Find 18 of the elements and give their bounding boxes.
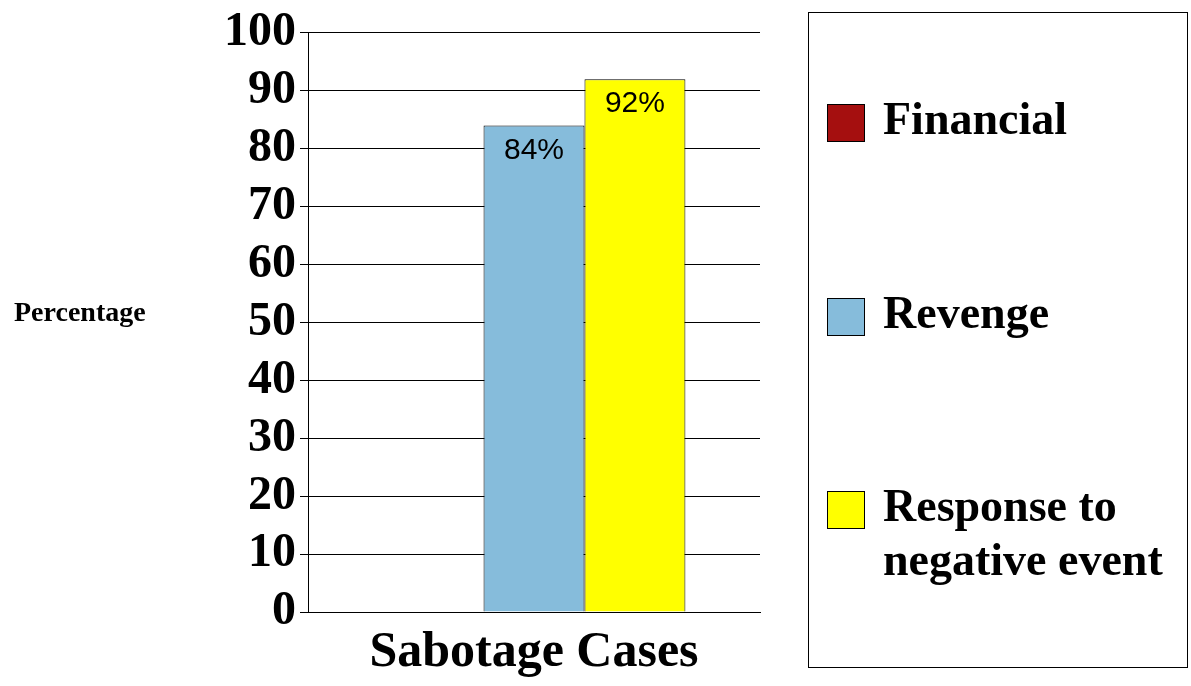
y-tick-label: 20 bbox=[248, 465, 296, 519]
y-tick-label: 50 bbox=[248, 291, 296, 345]
legend-label: Revenge bbox=[883, 285, 1050, 340]
y-tick-label: 90 bbox=[248, 60, 296, 114]
y-tick-label: 10 bbox=[248, 523, 296, 577]
data-label: 84% bbox=[503, 131, 565, 165]
y-tick-label: 80 bbox=[248, 118, 296, 172]
legend-label: Response to negative event bbox=[883, 478, 1164, 588]
y-tick-label: 40 bbox=[248, 349, 296, 403]
y-tick-label: 60 bbox=[248, 233, 296, 287]
y-tick-label: 100 bbox=[224, 2, 296, 56]
legend-label: Financial bbox=[883, 92, 1068, 147]
data-label: 92% bbox=[604, 85, 665, 119]
y-tick-label: 30 bbox=[248, 407, 296, 461]
y-axis-title: Percentage bbox=[14, 296, 146, 328]
y-tick-label: 70 bbox=[248, 175, 296, 229]
y-tick-label: 0 bbox=[272, 581, 296, 635]
x-tick-label: Sabotage Cases bbox=[369, 620, 699, 677]
